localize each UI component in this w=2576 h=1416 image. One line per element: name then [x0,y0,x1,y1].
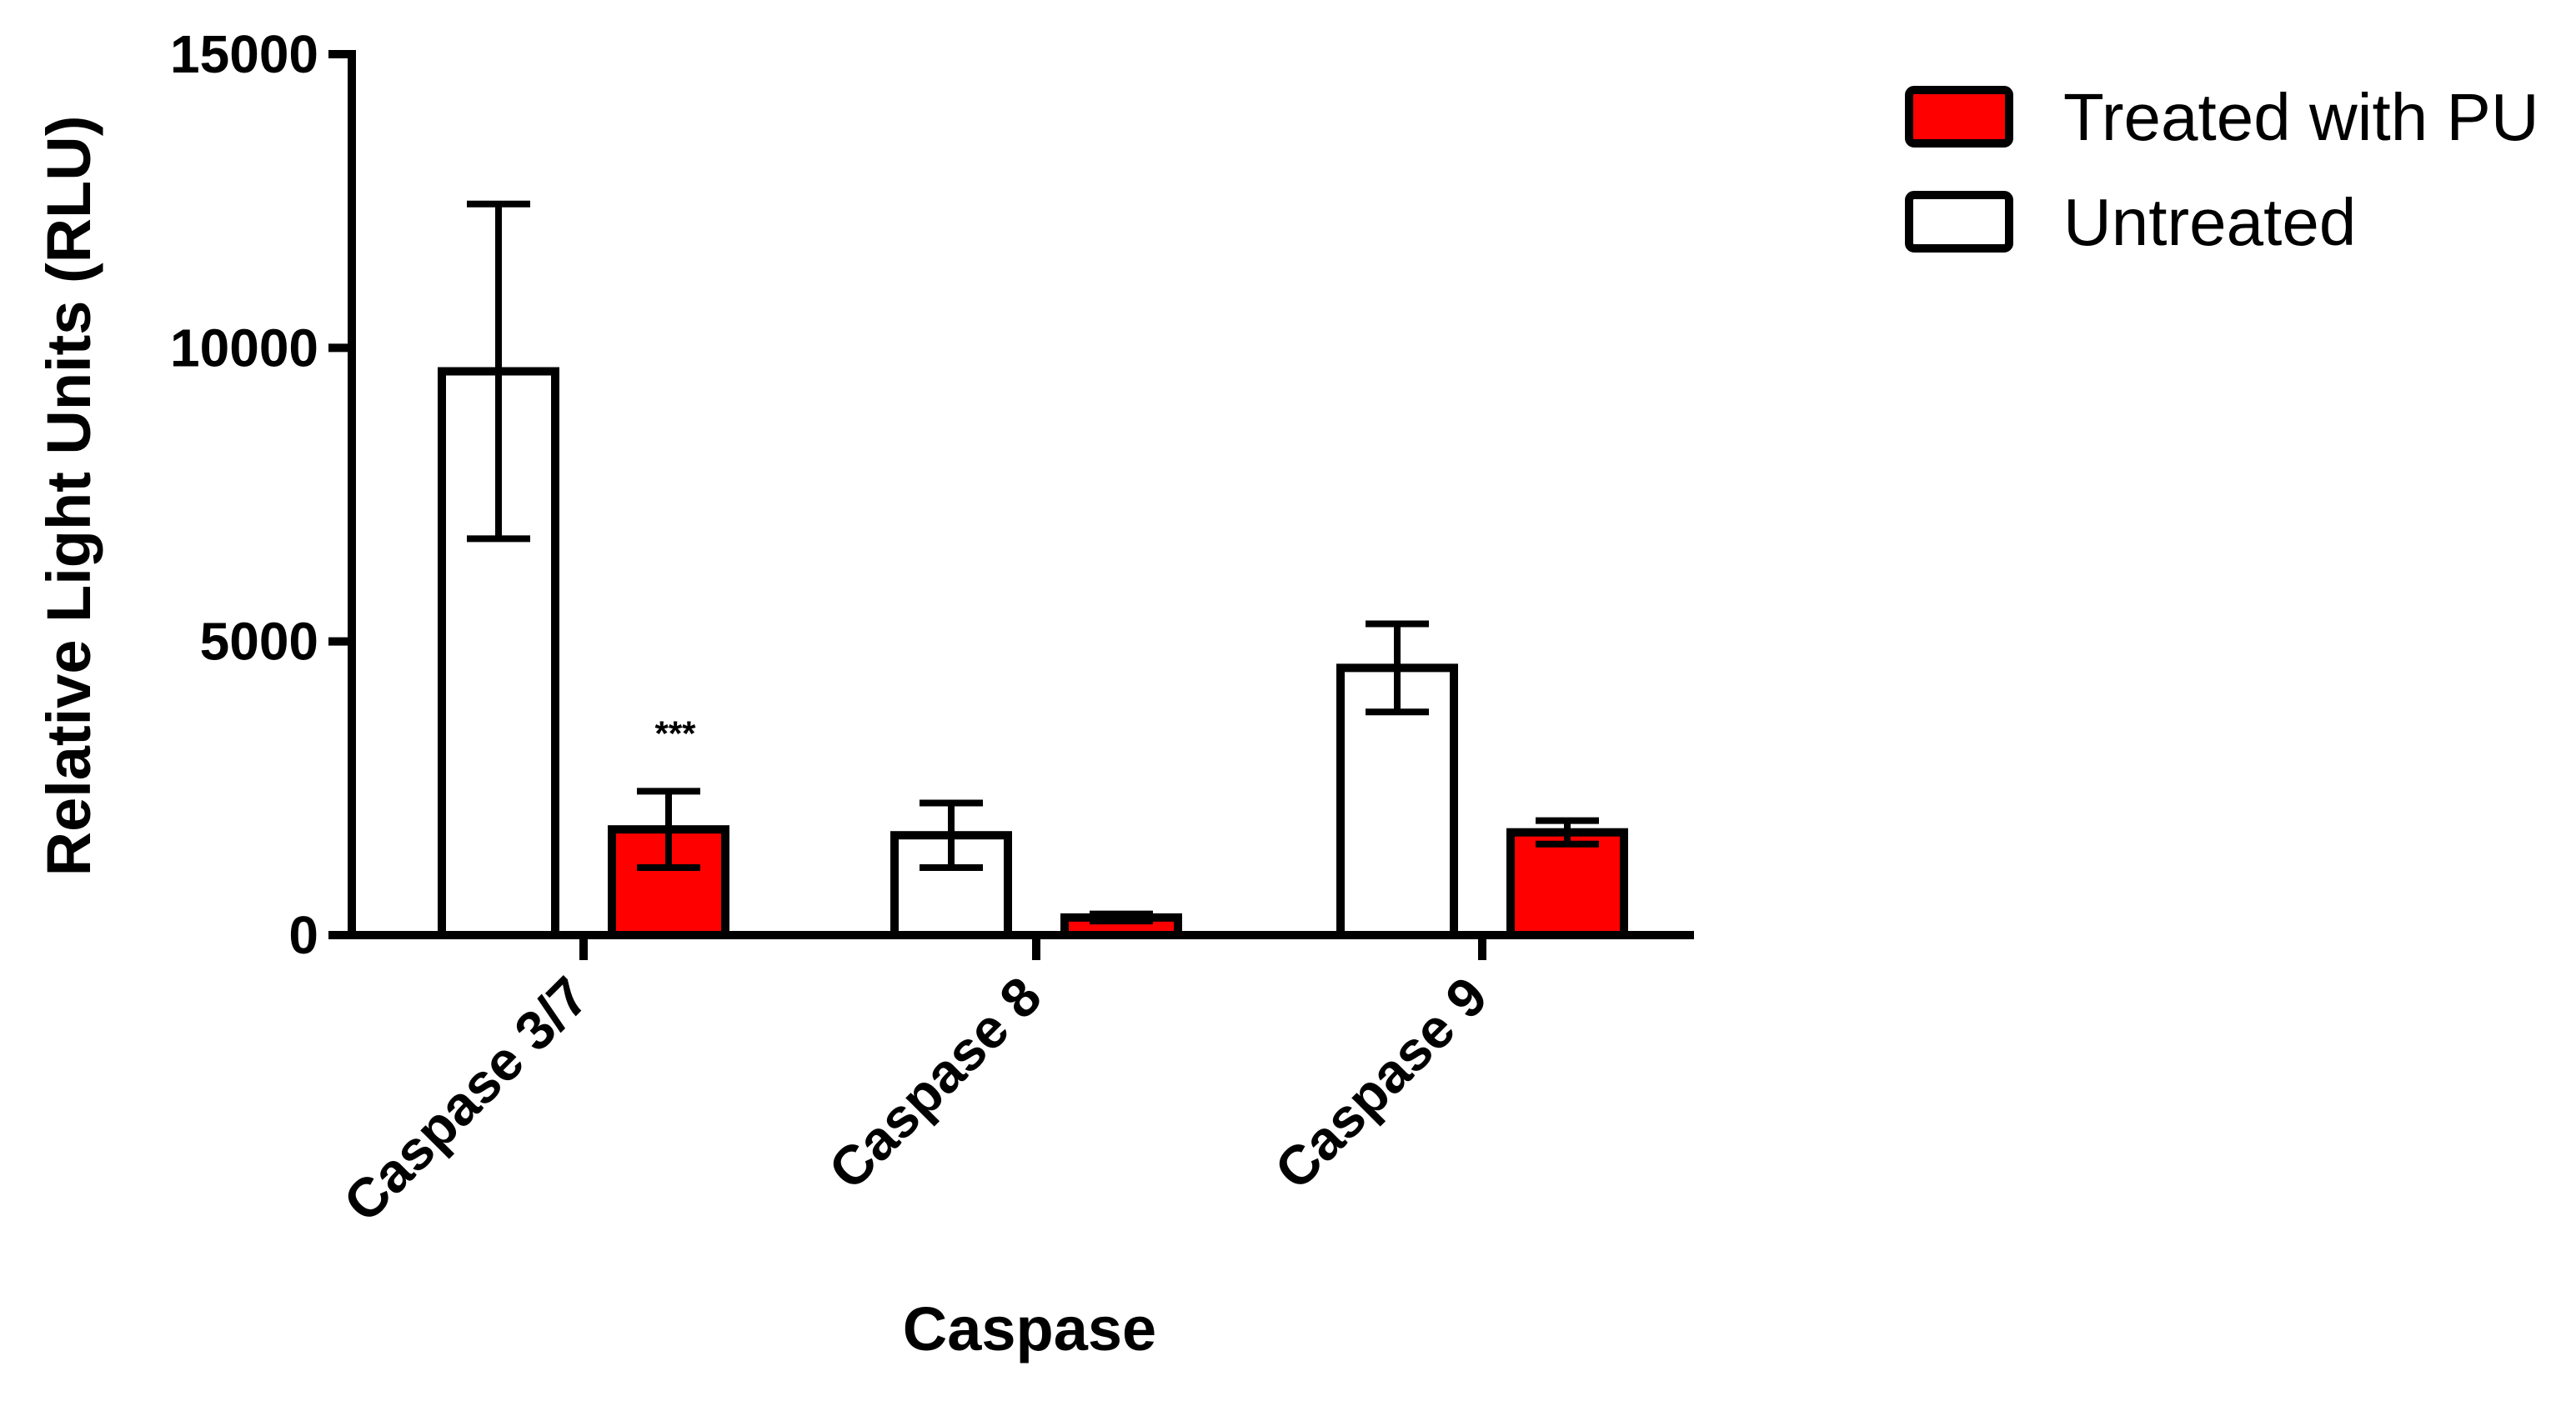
y-tick-label: 0 [288,905,318,965]
x-category-label: Caspase 9 [1263,965,1499,1201]
y-tick-label: 15000 [170,24,318,84]
significance-annotation: *** [654,713,696,753]
y-axis-title: Relative Light Units (RLU) [34,116,103,877]
x-category-label: Caspase 3/7 [332,965,600,1233]
legend-label: Untreated [2063,185,2356,259]
x-axis-title: Caspase [903,1294,1156,1363]
y-tick-label: 5000 [200,612,318,672]
y-tick-label: 10000 [170,318,318,378]
legend-label: Treated with PU [2063,80,2539,154]
x-category-label: Caspase 8 [817,965,1053,1201]
bar-treated-2 [1506,828,1628,940]
legend-swatch-treated [1905,86,2013,148]
legend-swatch-untreated [1905,191,2013,253]
